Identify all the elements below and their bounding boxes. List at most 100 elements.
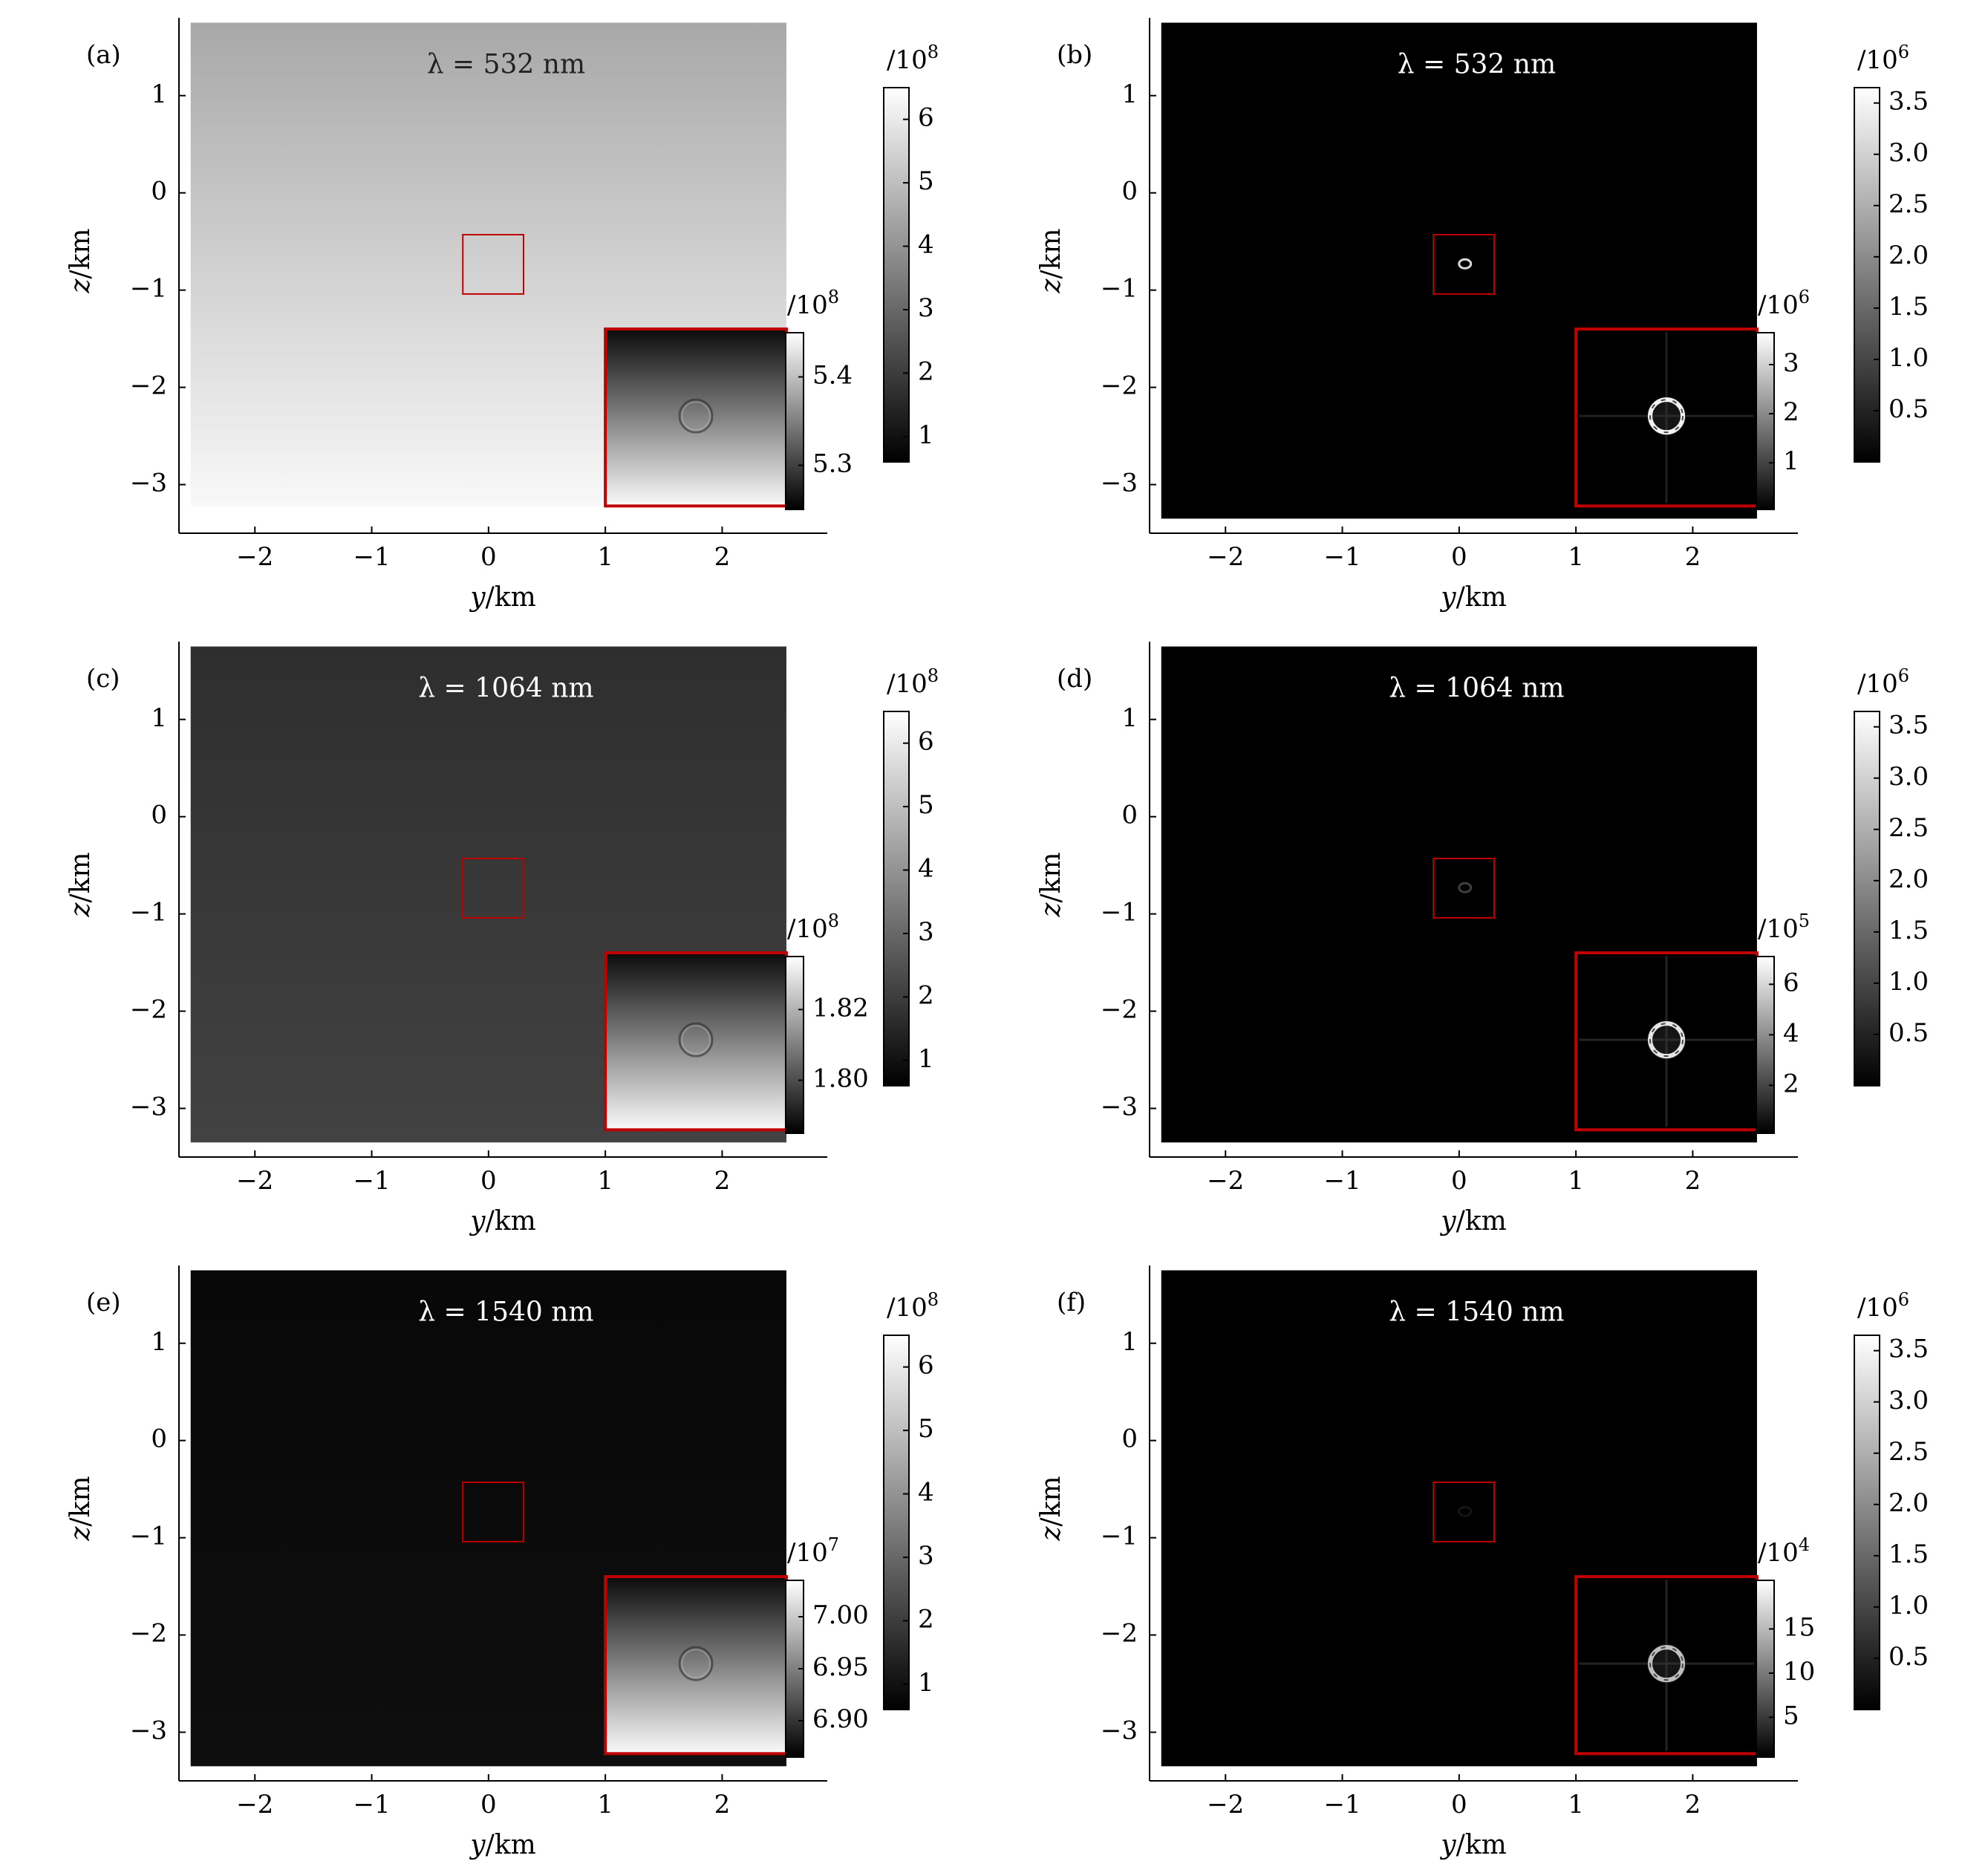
colorbar-tick-label: 2.0 <box>1888 864 1929 894</box>
colorbar-tick-label: 3.5 <box>1888 87 1929 117</box>
x-tick-label: 0 <box>1451 1166 1467 1196</box>
colorbar: 3.5 3.0 2.5 2.0 1.5 1.0 0.5/106 <box>1854 42 1929 463</box>
y-tick-label: −1 <box>1101 898 1138 928</box>
y-tick-label: −3 <box>1101 1716 1138 1746</box>
colorbar-tick-label: 6 <box>918 103 934 133</box>
x-tick-label: −1 <box>1323 1790 1360 1819</box>
colorbar-tick-label: 2 <box>918 1604 934 1634</box>
inset-colorbar-exponent-label: /107 <box>787 1534 839 1568</box>
colorbar-tick-label: 0.5 <box>1888 1642 1929 1672</box>
x-tick-label: −1 <box>1323 1166 1360 1196</box>
inset-colorbar-tick-label: 1.80 <box>812 1064 869 1094</box>
colorbar-tick-label: 5 <box>918 1414 934 1444</box>
inset-colorbar-tick-label: 3 <box>1783 348 1799 378</box>
colorbar-tick-label: 3 <box>918 917 934 947</box>
y-tick-label: −3 <box>130 1092 167 1122</box>
inset <box>1574 328 1759 508</box>
inset <box>604 1575 788 1756</box>
wavelength-annotation: λ = 1064 nm <box>1389 673 1564 703</box>
colorbar: 3.5 3.0 2.5 2.0 1.5 1.0 0.5/106 <box>1854 1289 1929 1710</box>
x-tick-label: 2 <box>1685 1166 1701 1196</box>
colorbar-exponent-label: /108 <box>887 1289 939 1323</box>
y-tick-label: 1 <box>151 703 167 733</box>
inset-colorbar-gradient <box>1756 332 1775 510</box>
y-tick-label: −1 <box>1101 1522 1138 1551</box>
y-tick-label: −1 <box>1101 274 1138 304</box>
inset-colorbar-tick-label: 1 <box>1783 446 1799 476</box>
inset <box>604 328 788 508</box>
colorbar: 6 5 4 3 2 1/108 <box>883 665 939 1086</box>
inset-colorbar-tick-label: 2 <box>1783 1069 1799 1098</box>
y-tick-label: 0 <box>151 1424 167 1454</box>
inset-colorbar-tick-label: 4 <box>1783 1018 1799 1048</box>
x-tick-label: −1 <box>353 542 390 572</box>
wavelength-annotation: λ = 1064 nm <box>418 673 593 703</box>
colorbar-exponent-label: /106 <box>1857 42 1909 75</box>
panel-label: (f) <box>1057 1288 1086 1317</box>
colorbar-exponent-label: /108 <box>887 665 939 699</box>
y-axis-label: z/km <box>1036 1476 1066 1541</box>
y-axis-label: z/km <box>1036 852 1066 917</box>
colorbar-tick-label: 2.5 <box>1888 189 1929 219</box>
x-tick-label: −1 <box>1323 542 1360 572</box>
colorbar-tick-label: 5 <box>918 166 934 196</box>
inset-image <box>605 329 786 506</box>
y-tick-label: 1 <box>151 79 167 109</box>
inset-target-ring-texture <box>1649 399 1684 434</box>
inset-colorbar: 5.4 5.3/108 <box>785 287 853 510</box>
x-tick-label: 0 <box>480 1790 497 1819</box>
colorbar-tick-label: 3.0 <box>1888 1386 1929 1415</box>
x-tick-label: 2 <box>1685 1790 1701 1819</box>
wavelength-annotation: λ = 532 nm <box>427 49 585 79</box>
colorbar-tick-label: 2.0 <box>1888 1488 1929 1518</box>
inset-target-ring-highlight <box>681 1649 711 1679</box>
inset <box>604 951 788 1132</box>
roi-box <box>462 1482 525 1542</box>
colorbar-tick-label: 4 <box>918 854 934 884</box>
x-tick-label: 0 <box>480 1166 497 1196</box>
colorbar-tick-label: 5 <box>918 790 934 820</box>
colorbar-tick-label: 3 <box>918 1541 934 1571</box>
panel-label: (c) <box>86 664 120 694</box>
inset-target-ring <box>678 1022 714 1058</box>
inset-colorbar-gradient <box>785 956 804 1134</box>
y-tick-label: −1 <box>130 1522 167 1551</box>
y-axis-label: z/km <box>65 1476 96 1541</box>
x-tick-label: 2 <box>1685 542 1701 572</box>
colorbar-tick-label: 2 <box>918 356 934 386</box>
y-tick-label: 0 <box>151 177 167 206</box>
colorbar-gradient <box>883 711 910 1086</box>
inset-image <box>605 953 786 1130</box>
y-tick-label: −3 <box>130 469 167 498</box>
y-tick-label: −1 <box>130 274 167 304</box>
x-axis-label: y/km <box>1439 582 1506 613</box>
colorbar-tick-label: 2.5 <box>1888 813 1929 843</box>
roi-target-ring <box>1458 882 1473 893</box>
y-axis-label: z/km <box>1036 228 1066 293</box>
x-tick-label: 1 <box>597 1166 613 1196</box>
y-tick-label: −2 <box>130 371 167 401</box>
inset-colorbar-tick-label: 2 <box>1783 397 1799 427</box>
inset-colorbar-tick-label: 5.3 <box>812 449 853 479</box>
colorbar-tick-label: 1.5 <box>1888 292 1929 322</box>
y-tick-label: −3 <box>1101 1092 1138 1122</box>
colorbar-exponent-label: /108 <box>887 42 939 75</box>
colorbar-tick-label: 0.5 <box>1888 1018 1929 1048</box>
x-tick-label: 0 <box>480 542 497 572</box>
colorbar-tick-label: 1 <box>918 420 934 450</box>
colorbar-tick-label: 1.0 <box>1888 967 1929 997</box>
colorbar-tick-label: 3.5 <box>1888 711 1929 740</box>
x-tick-label: −2 <box>236 1790 273 1819</box>
panel-label: (b) <box>1057 40 1092 70</box>
y-tick-label: 0 <box>1121 1424 1138 1454</box>
x-tick-label: 2 <box>714 542 731 572</box>
inset-target-ring-highlight <box>681 1025 711 1055</box>
roi-box <box>1433 858 1496 919</box>
colorbar-tick-label: 2 <box>918 980 934 1010</box>
inset-target-ring-highlight <box>681 401 711 431</box>
colorbar-tick-label: 0.5 <box>1888 394 1929 424</box>
inset-colorbar-gradient <box>1756 1580 1775 1758</box>
inset-colorbar-tick-label: 15 <box>1783 1612 1815 1642</box>
y-tick-label: 1 <box>1121 1327 1138 1357</box>
